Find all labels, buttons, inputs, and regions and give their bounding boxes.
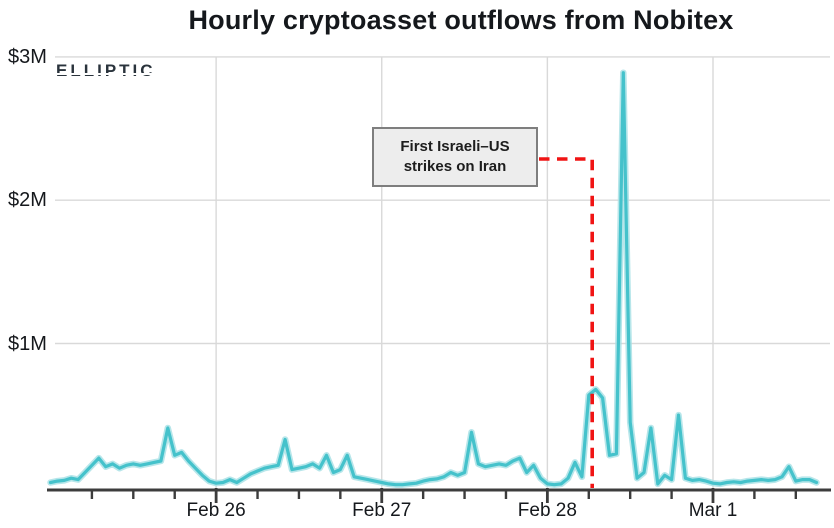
x-tick-label: Feb 27 bbox=[352, 500, 412, 521]
event-marker-dashed-line bbox=[539, 157, 594, 488]
y-tick-label: $3M bbox=[8, 45, 47, 68]
outflows-series-line bbox=[48, 71, 819, 487]
event-callout-line2: strikes on Iran bbox=[403, 158, 507, 175]
event-callout-box: First Israeli–US strikes on Iran bbox=[372, 127, 538, 187]
x-tick-label: Mar 1 bbox=[688, 500, 738, 521]
y-tick-label: $2M bbox=[8, 189, 47, 212]
y-tick-label: $1M bbox=[8, 332, 47, 355]
x-tick-label: Feb 26 bbox=[186, 500, 246, 521]
x-tick-label: Feb 28 bbox=[517, 500, 577, 521]
elliptic-logo: ELLIPTIC bbox=[56, 61, 156, 80]
event-callout-line1: First Israeli–US bbox=[400, 138, 510, 155]
chart-title: Hourly cryptoasset outflows from Nobitex bbox=[188, 5, 734, 35]
